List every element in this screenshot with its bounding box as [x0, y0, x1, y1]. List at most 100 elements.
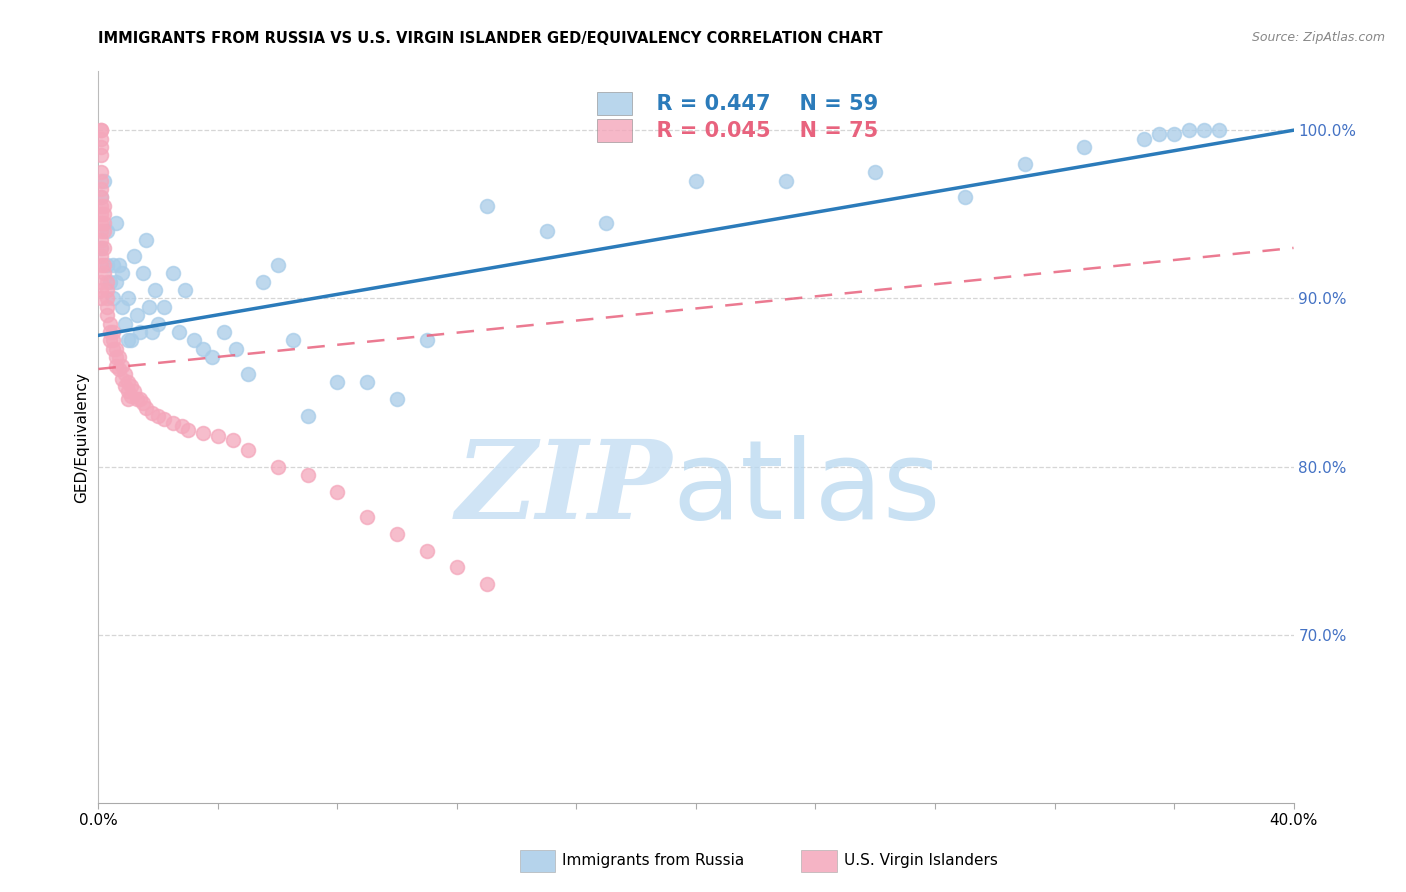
- Point: [127, 392, 149, 407]
- Text: atlas: atlas: [672, 434, 941, 541]
- Point: [225, 342, 247, 356]
- Y-axis label: GED/Equivalency: GED/Equivalency: [75, 372, 89, 502]
- Point: [281, 334, 304, 348]
- Point: [93, 258, 115, 272]
- Point: [117, 334, 139, 348]
- Bar: [520, 849, 555, 872]
- Point: [953, 190, 976, 204]
- Point: [90, 283, 112, 297]
- Point: [90, 224, 112, 238]
- Point: [1178, 123, 1201, 137]
- Point: [177, 423, 200, 437]
- Point: [103, 334, 125, 348]
- Point: [141, 325, 163, 339]
- Point: [1208, 123, 1230, 137]
- Point: [416, 543, 439, 558]
- Point: [105, 216, 128, 230]
- Point: [297, 409, 319, 423]
- Point: [93, 199, 115, 213]
- Point: [100, 317, 122, 331]
- Text: Immigrants from Russia: Immigrants from Russia: [562, 854, 745, 868]
- Point: [153, 300, 176, 314]
- Point: [326, 484, 349, 499]
- Point: [148, 317, 170, 331]
- Point: [207, 429, 229, 443]
- Bar: [801, 849, 837, 872]
- Point: [105, 342, 128, 356]
- Point: [103, 291, 125, 305]
- Point: [236, 367, 259, 381]
- Point: [201, 350, 224, 364]
- Point: [90, 199, 112, 213]
- Point: [90, 241, 112, 255]
- Point: [114, 367, 136, 381]
- Point: [124, 384, 146, 398]
- Point: [129, 392, 152, 407]
- Point: [120, 379, 142, 393]
- Point: [96, 258, 118, 272]
- Point: [183, 334, 205, 348]
- Point: [93, 266, 115, 280]
- Point: [93, 174, 115, 188]
- Point: [174, 283, 197, 297]
- Point: [416, 334, 439, 348]
- Point: [191, 425, 214, 440]
- Point: [172, 419, 194, 434]
- Point: [267, 459, 290, 474]
- Point: [153, 412, 176, 426]
- Point: [135, 233, 157, 247]
- Point: [117, 392, 139, 407]
- Point: [90, 233, 112, 247]
- Point: [96, 283, 118, 297]
- Point: [475, 577, 498, 591]
- Point: [100, 325, 122, 339]
- Point: [127, 308, 149, 322]
- Point: [90, 207, 112, 221]
- Point: [191, 342, 214, 356]
- Point: [105, 275, 128, 289]
- Point: [100, 275, 122, 289]
- Point: [105, 359, 128, 373]
- Point: [96, 291, 118, 305]
- Point: [132, 266, 155, 280]
- Point: [222, 433, 245, 447]
- Point: [267, 258, 290, 272]
- Point: [90, 241, 112, 255]
- Point: [135, 401, 157, 415]
- Point: [775, 174, 797, 188]
- Point: [111, 372, 134, 386]
- Point: [90, 216, 112, 230]
- Point: [120, 389, 142, 403]
- Point: [385, 392, 409, 407]
- Text: IMMIGRANTS FROM RUSSIA VS U.S. VIRGIN ISLANDER GED/EQUIVALENCY CORRELATION CHART: IMMIGRANTS FROM RUSSIA VS U.S. VIRGIN IS…: [98, 31, 883, 46]
- Point: [93, 216, 115, 230]
- Point: [96, 300, 118, 314]
- Point: [475, 199, 498, 213]
- Point: [90, 258, 112, 272]
- Point: [1192, 123, 1215, 137]
- Point: [162, 416, 184, 430]
- Point: [117, 291, 139, 305]
- Point: [148, 409, 170, 423]
- Point: [536, 224, 558, 238]
- Point: [108, 350, 131, 364]
- Point: [117, 376, 139, 390]
- Point: [446, 560, 468, 574]
- Point: [93, 224, 115, 238]
- Text: ZIP: ZIP: [456, 434, 672, 542]
- Point: [90, 123, 112, 137]
- Point: [90, 131, 112, 145]
- Point: [124, 249, 146, 263]
- Point: [117, 384, 139, 398]
- Point: [236, 442, 259, 457]
- Point: [100, 334, 122, 348]
- Point: [90, 291, 112, 305]
- Point: [1014, 157, 1036, 171]
- Point: [103, 342, 125, 356]
- Point: [685, 174, 707, 188]
- Point: [114, 379, 136, 393]
- Point: [385, 526, 409, 541]
- Point: [111, 359, 134, 373]
- Point: [103, 258, 125, 272]
- Point: [114, 317, 136, 331]
